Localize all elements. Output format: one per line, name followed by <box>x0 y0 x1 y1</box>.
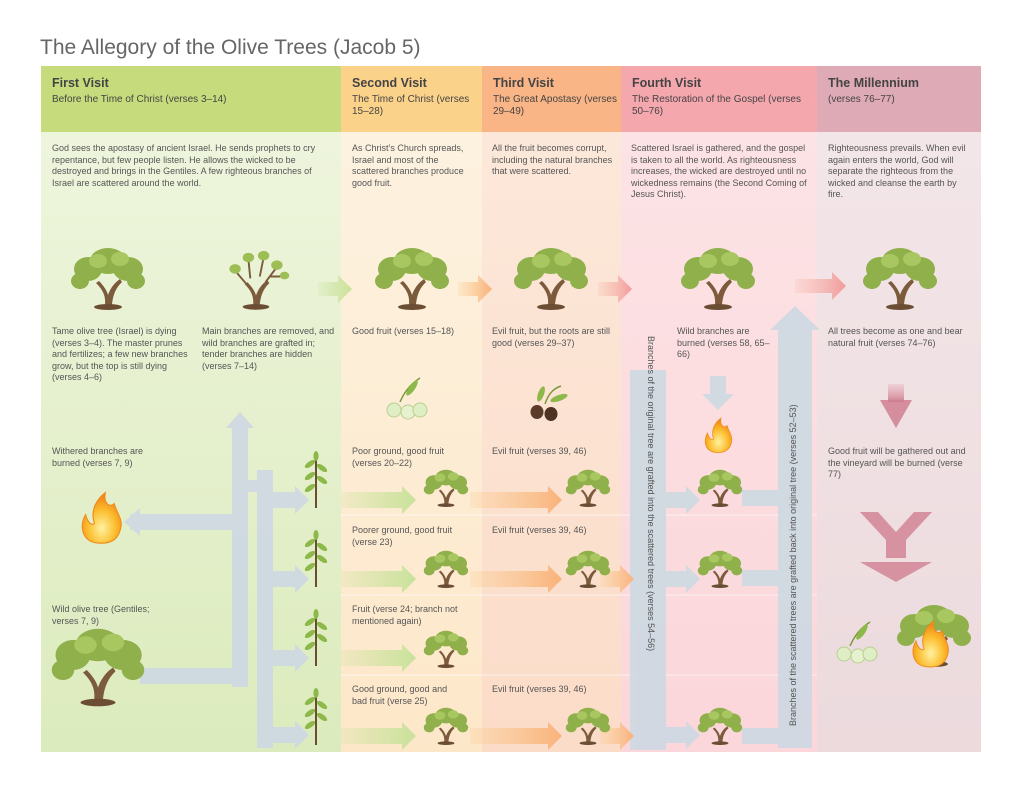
column-title: Third Visit <box>493 76 554 90</box>
column-subtitle: Before the Time of Christ (verses 3–14) <box>52 94 227 105</box>
tame-tree-label: Tame olive tree (Israel) is dying (verse… <box>52 326 188 382</box>
first-visit-intro: God sees the apostasy of ancient Israel.… <box>52 143 316 188</box>
evil-fruit-label: Evil fruit (verses 39, 46) <box>492 684 587 694</box>
column-header: Fourth Visit The Restoration of the Gosp… <box>621 66 817 132</box>
fruit-24-label: Fruit (verse 24; branch not mentioned ag… <box>352 604 458 626</box>
third-visit-intro: All the fruit becomes corrupt, including… <box>492 143 613 176</box>
column-title: First Visit <box>52 76 109 90</box>
wild-tree-label: Wild olive tree (Gentiles; verses 7, 9) <box>52 604 150 626</box>
good-fruit-label: Good fruit (verses 15–18) <box>352 326 455 336</box>
column-first-visit: First Visit Before the Time of Christ (v… <box>41 66 341 752</box>
evil-fruit-label: Evil fruit (verses 39, 46) <box>492 446 587 456</box>
column-subtitle: The Great Apostasy (verses 29–49) <box>493 94 617 117</box>
column-fourth-visit: Fourth Visit The Restoration of the Gosp… <box>621 66 817 752</box>
poor-ground-label: Poor ground, good fruit (verses 20–22) <box>352 446 445 468</box>
fourth-visit-intro: Scattered Israel is gathered, and the go… <box>631 143 807 199</box>
evil-fruit-label: Evil fruit (verses 39, 46) <box>492 525 587 535</box>
column-title: Second Visit <box>352 76 427 90</box>
good-bad-ground-label: Good ground, good and bad fruit (verse 2… <box>352 684 448 706</box>
column-subtitle: (verses 76–77) <box>828 94 895 105</box>
column-header: The Millennium (verses 76–77) <box>817 66 981 132</box>
wild-burned-label: Wild branches are burned (verses 58, 65–… <box>677 326 770 359</box>
millennium-intro: Righteousness prevails. When evil again … <box>828 143 966 199</box>
column-millennium: The Millennium (verses 76–77) <box>817 66 981 752</box>
column-header: Third Visit The Great Apostasy (verses 2… <box>482 66 621 132</box>
column-second-visit: Second Visit The Time of Christ (verses … <box>341 66 482 752</box>
grafted-back-label: Branches of the scattered trees are graf… <box>788 404 798 726</box>
column-subtitle: The Restoration of the Gospel (verses 50… <box>632 94 801 117</box>
grafted-into-scattered-label: Branches of the original tree are grafte… <box>646 336 656 651</box>
column-third-visit: Third Visit The Great Apostasy (verses 2… <box>482 66 621 752</box>
gathered-out-label: Good fruit will be gathered out and the … <box>828 446 966 479</box>
main-removed-label: Main branches are removed, and wild bran… <box>202 326 335 371</box>
poorer-ground-label: Poorer ground, good fruit (verse 23) <box>352 525 453 547</box>
column-header: Second Visit The Time of Christ (verses … <box>341 66 482 132</box>
second-visit-intro: As Christ’s Church spreads, Israel and m… <box>352 143 464 188</box>
page-title: The Allegory of the Olive Trees (Jacob 5… <box>40 36 421 59</box>
column-subtitle: The Time of Christ (verses 15–28) <box>352 94 470 117</box>
trees-one-label: All trees become as one and bear natural… <box>828 326 963 348</box>
withered-label: Withered branches are burned (verses 7, … <box>52 446 144 468</box>
column-title: The Millennium <box>828 76 919 90</box>
column-title: Fourth Visit <box>632 76 702 90</box>
column-header: First Visit Before the Time of Christ (v… <box>41 66 341 132</box>
evil-fruit-roots-label: Evil fruit, but the roots are still good… <box>492 326 611 348</box>
